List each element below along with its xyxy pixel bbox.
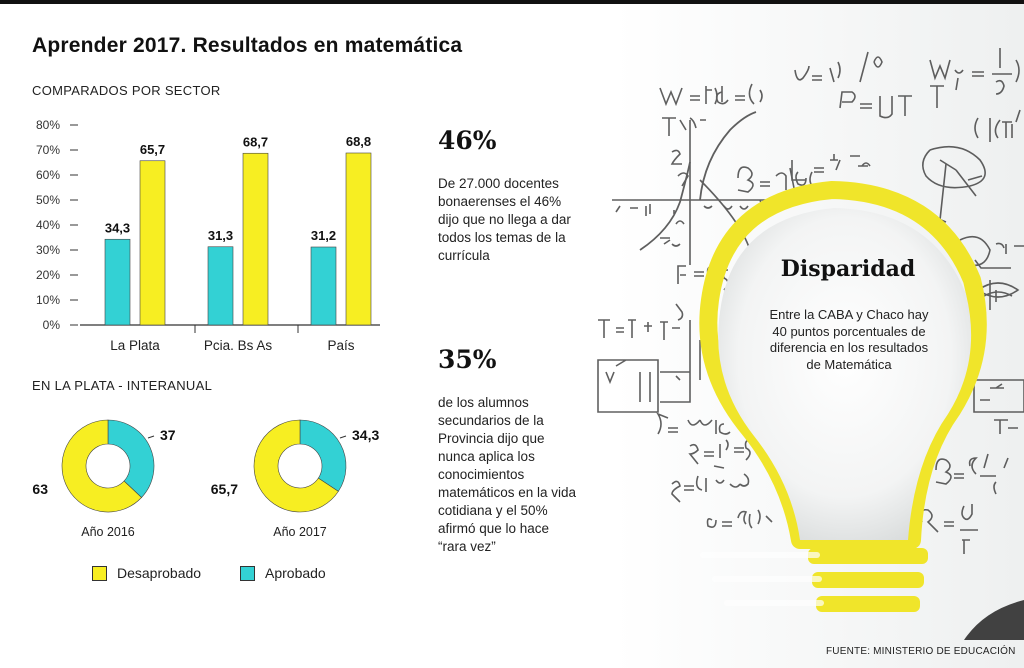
bar-desaprobado [139,160,166,326]
stat-value-docentes: 46% [438,126,497,155]
label-leader-line [147,435,155,439]
lightbulb-body [718,208,972,540]
donut-slice-aprobado [299,419,347,492]
y-tick-label: 20% [36,268,60,282]
donut-slice-desaprobado [253,419,339,513]
donut-value-label: 37 [160,427,176,443]
y-tick-label: 70% [36,143,60,157]
bulb-text: Entre la CABA y Chaco hay 40 puntos porc… [769,307,929,372]
bar-aprobado [310,246,337,326]
y-tick-label: 10% [36,293,60,307]
donut-charts: 63 37 Año 2016 65,7 34,3 Año 2017 [32,419,379,539]
bar-value-label: 31,3 [208,228,233,243]
category-label: Pcia. Bs As [204,338,273,353]
top-bar [0,0,1024,4]
y-tick-label: 40% [36,218,60,232]
category-label: País [327,338,354,353]
donut-year-label: Año 2017 [273,525,327,539]
bar-aprobado [104,238,131,326]
bar-value-label: 65,7 [140,142,165,157]
bar-value-label: 68,7 [243,134,268,149]
bar-value-label: 34,3 [105,220,130,235]
bar-chart: 0% 10% 20% 30% 40% 50% 60% 70% 80% 34,3 65,7 La Pla… [36,118,380,353]
category-label: La Plata [110,338,160,353]
donut-value-label: 63 [32,481,48,497]
y-tick-label: 60% [36,168,60,182]
legend-desaprobado: Desaprobado [92,565,201,581]
bar-desaprobado [345,152,372,326]
bar-aprobado [207,246,234,326]
bar-value-label: 68,8 [346,134,371,149]
lightbulb-base [808,548,928,612]
y-tick-label: 80% [36,118,60,132]
y-tick-label: 0% [43,318,61,332]
stat-value-alumnos: 35% [438,345,497,374]
donut-year-label: Año 2016 [81,525,135,539]
source-note: FUENTE: MINISTERIO DE EDUCACIÓN [826,646,1016,657]
bulb-title: Disparidad [780,256,916,282]
background-illustration [0,4,1024,668]
stat-text-alumnos: de los alumnos secundarios de la Provinc… [438,395,577,554]
legend-swatch-aprobado [240,565,255,581]
donut-slice-desaprobado [61,419,142,513]
label-leader-line [339,435,347,439]
donut-value-label: 34,3 [352,427,379,443]
donut-section-label: EN LA PLATA - INTERANUAL [32,378,213,393]
y-tick-label: 50% [36,193,60,207]
y-tick-label: 30% [36,243,60,257]
legend-label-desaprobado: Desaprobado [117,565,202,581]
donut-slice-aprobado [107,419,155,498]
legend-swatch-desaprobado [92,565,107,581]
stat-text-docentes: De 27.000 docentes bonaerenses el 46% di… [438,176,571,263]
infographic-title: Aprender 2017. Resultados en matemática [32,34,463,57]
donut-value-label: 65,7 [211,481,238,497]
legend-label-aprobado: Aprobado [265,565,326,581]
bar-value-label: 31,2 [311,228,336,243]
bar-section-label: COMPARADOS POR SECTOR [32,83,221,98]
legend-aprobado: Aprobado [240,565,326,581]
bar-desaprobado [242,152,269,326]
